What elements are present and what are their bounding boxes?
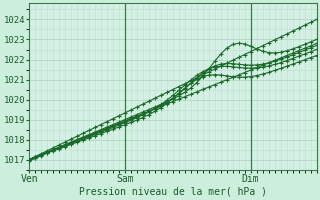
X-axis label: Pression niveau de la mer( hPa ): Pression niveau de la mer( hPa ): [79, 187, 267, 197]
